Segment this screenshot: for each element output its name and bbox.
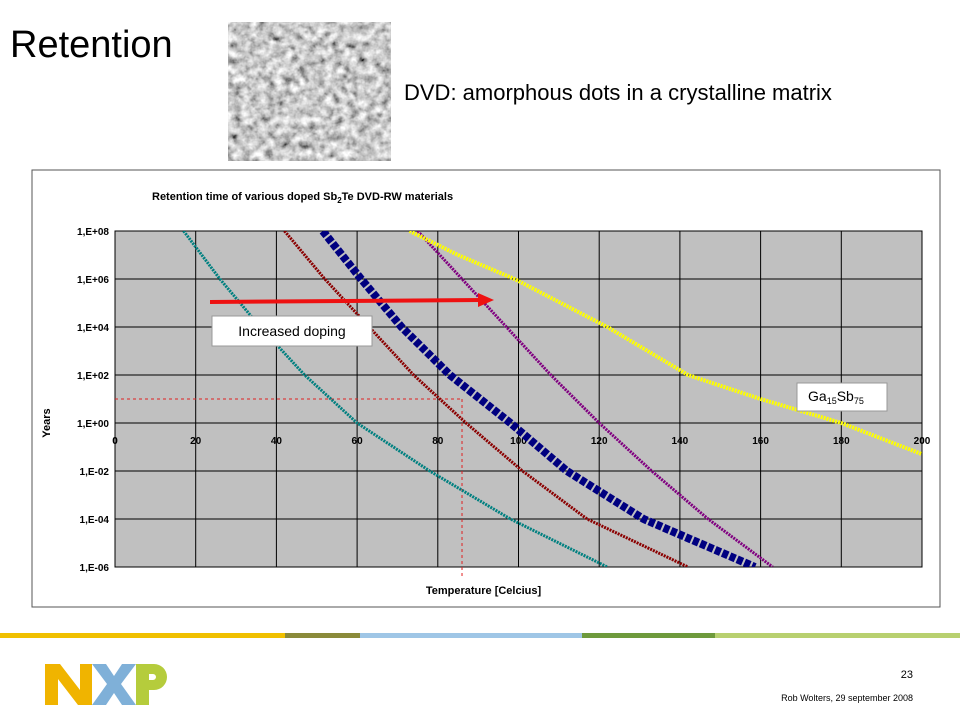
y-tick-label: 1,E+06 (77, 275, 109, 286)
page-number: 23 (901, 669, 913, 681)
sem-image (228, 22, 391, 161)
x-tick-label: 180 (833, 436, 850, 447)
annotation-part: Sb (837, 388, 854, 404)
series-line (182, 231, 608, 567)
x-tick-label: 40 (271, 436, 283, 447)
annotation-part: 15 (827, 396, 837, 406)
annotation: Increased doping (238, 323, 345, 339)
footer-bar (285, 633, 360, 638)
annotation-part: 75 (854, 396, 864, 406)
footer-bar (582, 633, 715, 638)
x-tick-label: 80 (432, 436, 444, 447)
annotation-box (211, 315, 373, 347)
series-line (408, 231, 922, 457)
chart-title: Retention time of various doped Sb2Te DV… (152, 191, 453, 205)
chart: Retention time of various doped Sb2Te DV… (41, 191, 931, 597)
chart-title-part: Te DVD-RW materials (342, 191, 453, 203)
x-tick-label: 140 (672, 436, 689, 447)
y-tick-label: 1,E-04 (80, 515, 110, 526)
x-axis-title: Temperature [Celcius] (426, 585, 542, 597)
series-line (283, 231, 689, 567)
y-tick-label: 1,E-06 (80, 563, 110, 574)
x-tick-label: 160 (752, 436, 769, 447)
annotation-part: Ga (808, 388, 827, 404)
y-tick-label: 1,E-02 (80, 467, 110, 478)
series-line (416, 231, 774, 567)
chart-title-part: Retention time of various doped Sb (152, 191, 337, 203)
x-tick-label: 20 (190, 436, 202, 447)
y-tick-label: 1,E+00 (77, 419, 109, 430)
annotation-box (796, 382, 888, 412)
x-tick-label: 0 (112, 436, 118, 447)
arrow-head (478, 293, 494, 307)
footer-text: Rob Wolters, 29 september 2008 (781, 693, 913, 703)
slide-subtitle: DVD: amorphous dots in a crystalline mat… (404, 80, 832, 105)
annotation: Ga15Sb75 (808, 388, 864, 406)
x-tick-label: 60 (352, 436, 364, 447)
y-tick-label: 1,E+04 (77, 323, 109, 334)
y-tick-label: 1,E+02 (77, 371, 109, 382)
footer-bar (360, 633, 582, 638)
y-axis-title: Years (41, 408, 53, 437)
slide-title: Retention (10, 24, 173, 66)
chart-title-part: 2 (337, 196, 342, 205)
x-tick-label: 100 (510, 436, 527, 447)
x-tick-label: 200 (914, 436, 931, 447)
arrow (209, 298, 483, 304)
nxp-logo (45, 664, 167, 705)
series-line (319, 231, 757, 567)
footer-bar (0, 633, 285, 638)
y-tick-label: 1,E+08 (77, 227, 109, 238)
footer-bar (715, 633, 960, 638)
x-tick-label: 120 (591, 436, 608, 447)
